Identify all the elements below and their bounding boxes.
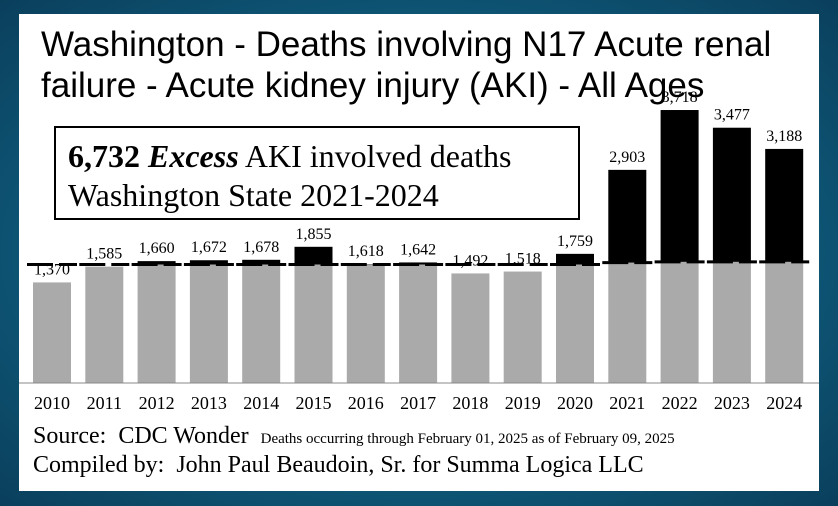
tick-label-2014: 2014 bbox=[243, 393, 279, 413]
bar-excess-2012 bbox=[137, 261, 176, 265]
bar-excess-2015 bbox=[294, 246, 333, 265]
chart-panel: Washington - Deaths involving N17 Acute … bbox=[19, 14, 819, 491]
bar-excess-2024 bbox=[765, 148, 804, 262]
bar-baseline-2018 bbox=[451, 273, 490, 383]
chart-title: Washington - Deaths involving N17 Acute … bbox=[41, 25, 772, 105]
compiled-value: John Paul Beaudoin, Sr. for Summa Logica… bbox=[176, 452, 644, 478]
value-label-2017: 1,642 bbox=[400, 241, 436, 258]
callout-line-2: Washington State 2021-2024 bbox=[68, 177, 439, 213]
bar-chart: 1,370 1,585 1,660 1,672 1,678 1,855 1,618 1,642… bbox=[19, 89, 819, 413]
bar-baseline-2014 bbox=[242, 264, 281, 383]
value-label-2020: 1,759 bbox=[557, 233, 593, 250]
tick-label-2016: 2016 bbox=[348, 393, 384, 413]
tick-label-2020: 2020 bbox=[557, 393, 593, 413]
source-label: Source: bbox=[33, 423, 107, 449]
tick-label-2012: 2012 bbox=[139, 393, 175, 413]
tick-label-2024: 2024 bbox=[766, 393, 802, 413]
value-labels-group: 1,370 1,585 1,660 1,672 1,678 1,855 1,618 1,642… bbox=[34, 89, 802, 278]
value-label-2012: 1,660 bbox=[139, 240, 175, 257]
compiled-by-line: Compiled by: John Paul Beaudoin, Sr. for… bbox=[33, 451, 644, 479]
source-line: Source: CDC Wonder Deaths occurring throu… bbox=[33, 422, 675, 453]
tick-label-2023: 2023 bbox=[714, 393, 750, 413]
bar-baseline-2010 bbox=[33, 282, 71, 383]
bar-baseline-2013 bbox=[189, 264, 228, 383]
bar-excess-2013 bbox=[189, 260, 228, 265]
source-note: Deaths occurring through February 01, 20… bbox=[260, 431, 675, 447]
tick-label-2011: 2011 bbox=[87, 393, 122, 413]
tick-label-2010: 2010 bbox=[34, 393, 70, 413]
expected-lines-group bbox=[27, 260, 810, 266]
callout-line-1: 6,732 Excess AKI involved deaths bbox=[68, 136, 578, 176]
value-label-2023: 3,477 bbox=[714, 107, 750, 124]
bar-baseline-2023 bbox=[712, 261, 751, 383]
tick-label-2015: 2015 bbox=[296, 393, 332, 413]
compiled-label: Compiled by: bbox=[33, 452, 165, 478]
value-label-2021: 2,903 bbox=[609, 149, 645, 166]
value-label-2024: 3,188 bbox=[766, 128, 802, 145]
value-label-2019: 1,518 bbox=[505, 251, 541, 268]
bar-excess-2014 bbox=[242, 259, 281, 265]
value-label-2018: 1,492 bbox=[452, 252, 488, 269]
bar-baseline-2017 bbox=[399, 264, 438, 383]
tick-label-2019: 2019 bbox=[505, 393, 541, 413]
bar-excess-2020 bbox=[556, 253, 594, 265]
excess-number: 6,732 bbox=[68, 138, 140, 174]
bar-baseline-2020 bbox=[556, 264, 594, 383]
value-label-2010: 1,370 bbox=[34, 261, 70, 278]
bar-excess-2022 bbox=[660, 110, 699, 262]
value-label-2015: 1,855 bbox=[296, 226, 332, 243]
tick-label-2018: 2018 bbox=[452, 393, 488, 413]
source-value: CDC Wonder bbox=[118, 423, 249, 449]
value-label-2014: 1,678 bbox=[243, 239, 279, 256]
value-label-2011: 1,585 bbox=[86, 246, 122, 263]
bar-excess-2021 bbox=[608, 169, 647, 263]
bar-baseline-2016 bbox=[346, 264, 385, 383]
bar-baseline-2022 bbox=[660, 261, 699, 383]
bar-baseline-2012 bbox=[137, 264, 176, 383]
bar-baseline-2019 bbox=[503, 271, 542, 383]
bar-baseline-2024 bbox=[765, 261, 804, 383]
tick-label-2021: 2021 bbox=[609, 393, 645, 413]
value-label-2016: 1,618 bbox=[348, 243, 384, 260]
bar-excess-2023 bbox=[712, 127, 751, 262]
x-tick-labels-group: 2010 2011 2012 2013 2014 2015 2016 2017 2018 2019… bbox=[34, 393, 802, 413]
excess-word: Excess bbox=[148, 138, 239, 174]
bar-baseline-2021 bbox=[608, 262, 647, 383]
bar-baseline-2011 bbox=[85, 266, 124, 383]
tick-label-2017: 2017 bbox=[400, 393, 436, 413]
value-label-2022: 3,718 bbox=[662, 89, 698, 106]
excess-deaths-callout: 6,732 Excess AKI involved deaths Washing… bbox=[54, 126, 580, 220]
bars-group bbox=[33, 110, 804, 383]
value-label-2013: 1,672 bbox=[191, 239, 227, 256]
tick-label-2022: 2022 bbox=[662, 393, 698, 413]
tick-label-2013: 2013 bbox=[191, 393, 227, 413]
callout-line-1-rest: AKI involved deaths bbox=[244, 138, 512, 174]
bar-baseline-2015 bbox=[294, 264, 333, 383]
